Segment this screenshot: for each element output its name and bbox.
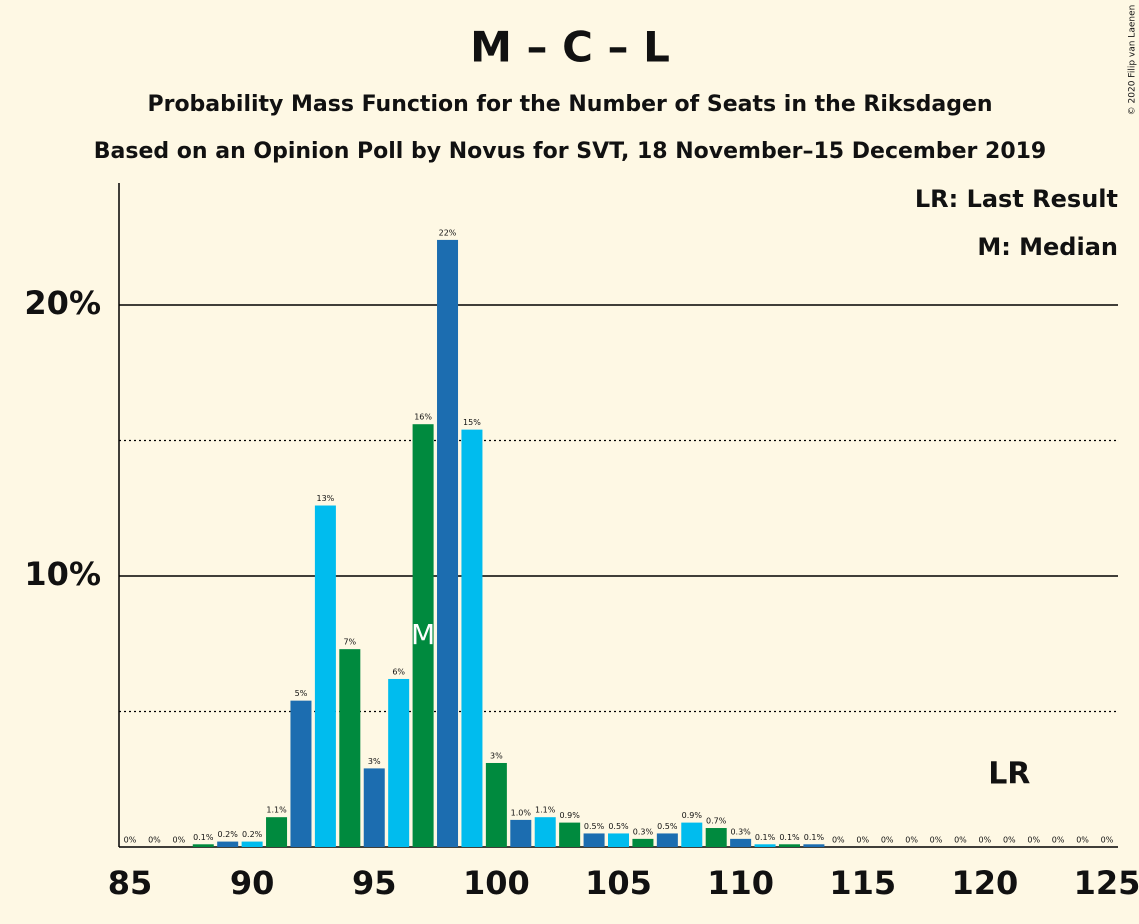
value-label: 0%	[172, 836, 185, 845]
y-tick-label: 20%	[24, 284, 101, 322]
value-label: 3%	[490, 751, 503, 760]
bar	[485, 762, 507, 847]
value-label: 15%	[463, 418, 481, 427]
bar	[339, 649, 361, 847]
bar	[681, 822, 703, 847]
bar	[656, 833, 678, 847]
bar	[534, 817, 556, 847]
bar	[754, 844, 776, 847]
bar	[241, 841, 263, 847]
value-label: 0.5%	[584, 822, 605, 831]
value-label: 22%	[439, 228, 457, 237]
value-label: 1.0%	[511, 808, 532, 817]
value-label: 0.2%	[218, 830, 239, 839]
bar	[314, 505, 336, 847]
value-label: 3%	[368, 757, 381, 766]
x-tick-label: 100	[463, 864, 530, 902]
bar	[583, 833, 605, 847]
value-label: 7%	[343, 638, 356, 647]
value-label: 0%	[1003, 836, 1016, 845]
value-label: 0%	[1027, 836, 1040, 845]
value-label: 0%	[979, 836, 992, 845]
value-label: 6%	[392, 667, 405, 676]
value-label: 1.1%	[535, 806, 556, 815]
last-result-marker: LR	[988, 757, 1030, 792]
bar	[705, 828, 727, 847]
value-label: 0%	[1101, 836, 1114, 845]
chart-subtitle: Probability Mass Function for the Number…	[147, 92, 992, 117]
bar	[266, 817, 288, 847]
value-label: 0.5%	[608, 822, 629, 831]
bar	[803, 844, 825, 847]
bar	[607, 833, 630, 847]
value-label: 0%	[954, 836, 967, 845]
value-label: 0%	[124, 836, 137, 845]
x-tick-label: 105	[585, 864, 652, 902]
bar	[778, 844, 800, 847]
x-tick-label: 85	[108, 864, 153, 902]
bar	[437, 239, 459, 847]
value-label: 0.5%	[657, 822, 678, 831]
x-tick-label: 115	[829, 864, 896, 902]
value-label: 0.3%	[633, 827, 654, 836]
value-label: 0%	[832, 836, 845, 845]
value-label: 0.7%	[706, 817, 727, 826]
bar	[559, 822, 581, 847]
bar	[461, 429, 483, 847]
legend-entry: M: Median	[977, 233, 1118, 261]
legend-entry: LR: Last Result	[915, 185, 1118, 213]
value-label: 0%	[1076, 836, 1089, 845]
chart-subtitle: Based on an Opinion Poll by Novus for SV…	[94, 139, 1047, 164]
value-label: 0%	[905, 836, 918, 845]
bar	[510, 819, 532, 847]
value-label: 16%	[414, 413, 432, 422]
value-label: 0%	[856, 836, 869, 845]
y-tick-label: 10%	[24, 555, 101, 593]
x-tick-label: 120	[951, 864, 1018, 902]
copyright: © 2020 Filip van Laenen	[1128, 5, 1138, 116]
value-label: 5%	[295, 689, 308, 698]
value-label: 0.9%	[559, 811, 580, 820]
x-tick-label: 95	[352, 864, 397, 902]
value-label: 0%	[930, 836, 943, 845]
value-label: 0%	[1052, 836, 1065, 845]
value-label: 13%	[317, 494, 335, 503]
bar	[388, 678, 410, 847]
value-label: 0.1%	[804, 833, 825, 842]
bar	[730, 838, 752, 847]
x-tick-label: 110	[707, 864, 774, 902]
value-label: 0%	[881, 836, 894, 845]
bar	[290, 700, 312, 847]
value-label: 0.1%	[779, 833, 800, 842]
x-tick-label: 125	[1074, 864, 1139, 902]
bar	[217, 841, 239, 847]
bar	[192, 844, 214, 847]
value-label: 0%	[148, 836, 161, 845]
x-tick-label: 90	[230, 864, 275, 902]
value-label: 0.3%	[730, 827, 751, 836]
chart-title: M – C – L	[470, 23, 670, 72]
bar	[412, 424, 434, 847]
median-marker: M	[411, 618, 435, 651]
value-label: 1.1%	[266, 806, 287, 815]
bar	[363, 768, 385, 847]
value-label: 0.1%	[193, 833, 214, 842]
value-label: 0.2%	[242, 830, 263, 839]
value-label: 0.1%	[755, 833, 776, 842]
value-label: 0.9%	[682, 811, 703, 820]
bar	[632, 838, 654, 847]
